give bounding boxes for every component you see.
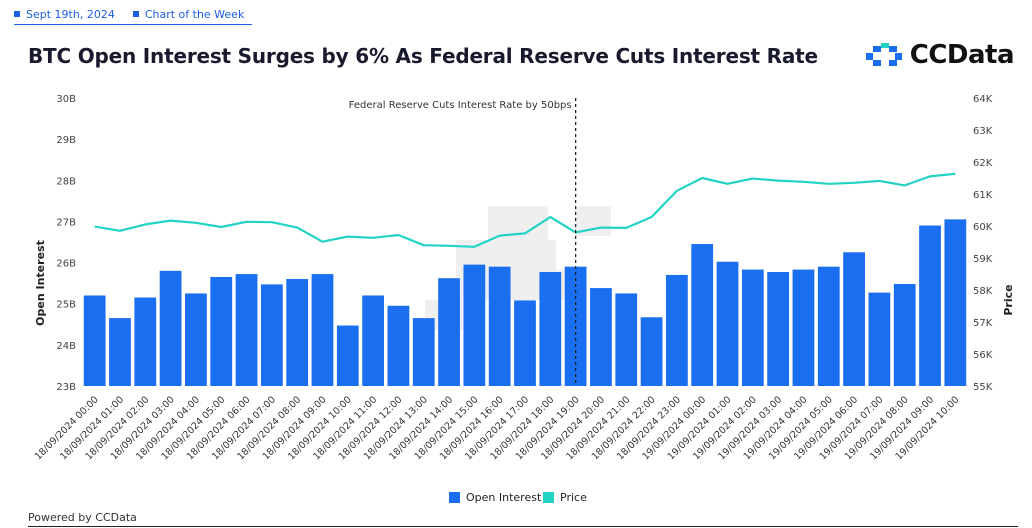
bar-open-interest [83,295,106,386]
chart-title: BTC Open Interest Surges by 6% As Federa… [28,44,818,68]
bar-open-interest [260,284,283,386]
y2-tick-label: 61K [973,190,993,201]
legend-label-open-interest: Open Interest [466,491,542,504]
bar-open-interest [843,252,865,386]
date-label: Sept 19th, 2024 [26,7,115,21]
series-tag: Chart of the Week [132,7,245,21]
bar-open-interest [868,292,891,386]
bar-open-interest [109,318,131,386]
y2-tick-label: 64K [973,94,993,105]
y-tick-label: 29B [56,135,76,146]
brand-logo: CCData [864,40,1015,70]
bar-open-interest [463,264,486,386]
bar-open-interest [514,300,536,386]
bar-open-interest [893,283,916,386]
bar-open-interest [919,225,941,386]
y-axis-title: Open Interest [34,240,47,326]
bar-open-interest [134,297,157,386]
logo-text: CCData [909,40,1015,70]
header-underline [14,24,252,25]
bar-open-interest [590,288,612,386]
y2-tick-label: 58K [973,286,993,297]
bar-open-interest [767,272,790,386]
y-tick-label: 26B [56,259,76,270]
bar-open-interest [691,244,714,386]
bar-open-interest [741,269,764,386]
y2-tick-label: 55K [973,382,993,393]
bar-open-interest [716,261,739,386]
y2-tick-label: 59K [973,254,993,265]
bar-open-interest [817,266,840,386]
header-bar: Sept 19th, 2024 Chart of the Week [14,4,244,24]
series-label: Chart of the Week [144,7,245,21]
y2-tick-label: 63K [973,126,993,137]
bar-open-interest [640,317,663,386]
ccdata-logo-icon [865,43,902,66]
square-bullet-icon [132,11,139,17]
y-tick-label: 27B [56,217,76,228]
legend: Open Interest Price [449,491,587,504]
bar-open-interest [615,293,638,386]
legend-label-price: Price [560,491,587,504]
powered-by: Powered by CCData [28,511,137,524]
y-tick-label: 23B [56,382,76,393]
footer-divider [28,526,1018,527]
bar-open-interest [210,276,233,386]
y2-tick-label: 56K [973,350,993,361]
bar-open-interest [185,293,207,386]
legend-swatch-price [543,492,554,503]
y-tick-label: 28B [56,176,76,187]
square-bullet-icon [14,11,20,17]
annotation-label: Federal Reserve Cuts Interest Rate by 50… [349,100,572,111]
y-tick-label: 30B [56,94,76,105]
y2-tick-label: 60K [973,222,993,233]
bar-open-interest [666,274,688,386]
date-tag: Sept 19th, 2024 [14,8,115,21]
y2-tick-label: 62K [973,158,993,169]
bar-open-interest [311,274,334,386]
bar-open-interest [438,278,460,386]
y2-axis-title: Price [1002,284,1015,315]
bar-open-interest [488,266,511,386]
bar-open-interest [362,295,384,386]
bar-open-interest [336,325,359,386]
bar-open-interest [944,219,967,386]
bar-open-interest [412,318,435,386]
bar-open-interest [159,270,182,386]
y2-tick-label: 57K [973,318,993,329]
price-line [94,172,956,248]
y-tick-label: 25B [56,300,76,311]
bar-open-interest [235,274,258,386]
y-tick-label: 24B [56,341,76,352]
bar-open-interest [387,305,410,386]
bar-open-interest [792,269,815,386]
bar-open-interest [539,272,562,386]
bar-open-interest [286,279,309,386]
legend-swatch-open-interest [449,492,460,503]
